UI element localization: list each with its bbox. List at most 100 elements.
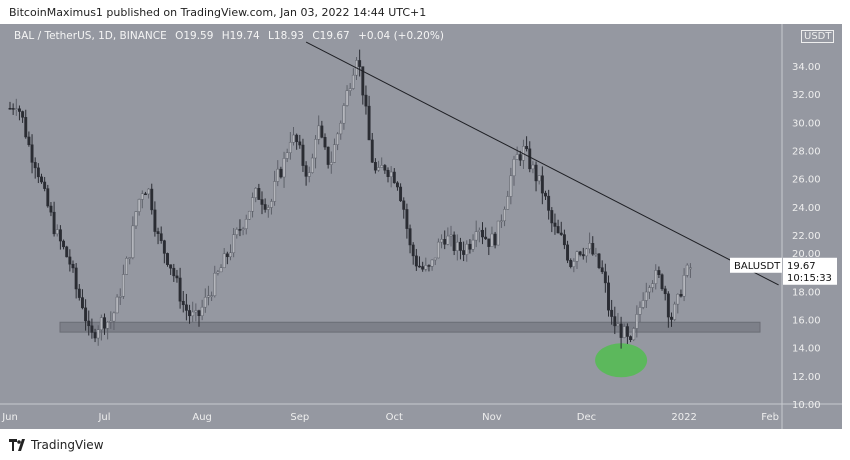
candle-body <box>547 195 551 211</box>
candle-body <box>175 275 179 279</box>
candle-body <box>619 323 623 338</box>
candle-body <box>235 229 239 235</box>
candle-body <box>153 209 157 232</box>
candle-body <box>241 228 245 230</box>
candle-body <box>156 231 160 234</box>
candle-body <box>162 240 166 254</box>
candle-body <box>216 271 220 274</box>
candle-body <box>40 176 43 183</box>
candle-body <box>666 293 670 318</box>
candle-body <box>191 311 195 317</box>
candle-body <box>481 229 484 238</box>
candle-body <box>484 236 488 240</box>
candle-body <box>320 125 324 138</box>
candle-body <box>348 88 352 91</box>
publish-info: BitcoinMaximus1 published on TradingView… <box>9 6 427 19</box>
trendline <box>305 41 779 286</box>
candle-body <box>301 144 305 166</box>
candle-body <box>405 209 409 229</box>
time-tick-3: Sep <box>290 412 309 423</box>
candle-body <box>465 243 469 255</box>
candle-body <box>509 175 513 197</box>
candle-body <box>515 154 519 160</box>
candle-body <box>635 314 639 329</box>
candle-body <box>125 258 128 275</box>
time-tick-5: Nov <box>482 412 502 423</box>
candle-body <box>424 265 428 270</box>
candle-body <box>213 272 217 296</box>
candle-body <box>323 137 327 148</box>
candle-body <box>670 316 673 320</box>
candle-body <box>588 243 592 250</box>
candle-body <box>84 307 88 322</box>
candle-body <box>528 148 532 170</box>
candle-body <box>474 231 478 241</box>
candle-body <box>203 296 207 308</box>
candle-body <box>219 267 223 273</box>
candle-body <box>295 134 299 143</box>
candle-body <box>408 228 412 246</box>
candle-body <box>440 239 444 243</box>
ohlc-change: +0.04 (+0.20%) <box>358 30 444 42</box>
candle-body <box>594 253 598 256</box>
candle-body <box>493 233 497 246</box>
candle-body <box>396 182 399 188</box>
candle-body <box>93 332 97 339</box>
time-tick-4: Oct <box>386 412 403 423</box>
candle-body <box>229 252 232 258</box>
candle-body <box>575 251 579 262</box>
candle-body <box>71 263 75 269</box>
price-tick-10: 30.00 <box>792 118 821 129</box>
candle-body <box>134 211 138 227</box>
candle-body <box>544 192 547 197</box>
candle-body <box>651 283 655 288</box>
candle-body <box>373 162 377 171</box>
candle-body <box>648 287 651 293</box>
candle-body <box>613 316 617 327</box>
candle-body <box>610 309 614 317</box>
currency-badge[interactable]: USDT <box>801 30 835 43</box>
candle-body <box>336 133 340 145</box>
candle-body <box>55 229 59 235</box>
ohlc-open: O19.59 <box>175 30 214 42</box>
candle-body <box>685 264 689 276</box>
candle-body <box>194 310 198 313</box>
candle-body <box>197 310 201 317</box>
candle-body <box>150 188 154 211</box>
candle-body <box>181 300 185 306</box>
highlight-ellipse <box>595 343 648 378</box>
candle-body <box>326 146 330 165</box>
price-tick-0: 10.00 <box>792 400 821 411</box>
candle-body <box>62 240 65 248</box>
candle-body <box>370 139 374 163</box>
candle-body <box>386 169 390 177</box>
candle-body <box>147 188 151 195</box>
candle-body <box>166 253 169 265</box>
candle-body <box>490 233 494 247</box>
candle-body <box>638 307 642 315</box>
price-tick-11: 32.00 <box>792 90 821 101</box>
candle-body <box>115 296 119 314</box>
candle-body <box>18 108 21 112</box>
candle-body <box>11 108 15 110</box>
candle-body <box>367 105 371 141</box>
candle-body <box>172 267 176 277</box>
candle-body <box>188 310 192 317</box>
candle-body <box>603 271 607 284</box>
candle-body <box>33 162 37 169</box>
candle-body <box>345 90 349 106</box>
candle-body <box>569 260 573 267</box>
candle-body <box>87 320 91 327</box>
candle-body <box>414 255 418 267</box>
chart-area[interactable] <box>0 24 842 429</box>
candle-body <box>46 188 50 207</box>
candle-body <box>159 233 163 241</box>
candle-body <box>238 229 242 231</box>
candle-body <box>310 157 314 173</box>
candle-body <box>559 232 563 235</box>
candle-body <box>351 74 355 89</box>
candle-body <box>232 234 236 254</box>
candle-body <box>339 122 343 135</box>
candle-body <box>446 235 450 245</box>
